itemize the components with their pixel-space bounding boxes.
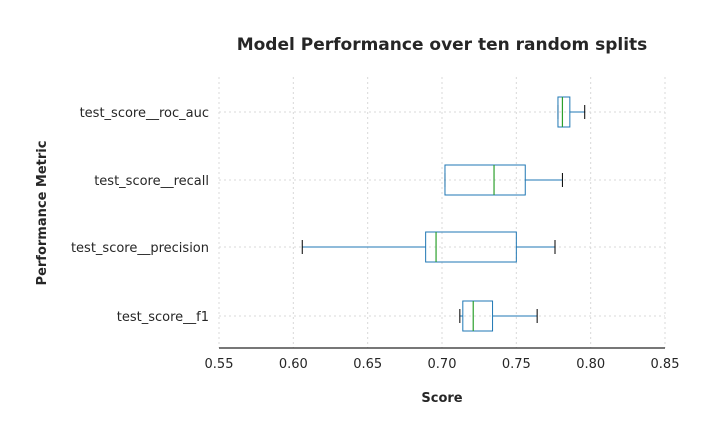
- y-tick-label: test_score__precision: [71, 241, 209, 256]
- x-tick-label: 0.70: [428, 357, 457, 372]
- grid: [218, 77, 666, 348]
- x-tick-label: 0.65: [353, 357, 382, 372]
- x-tick-label: 0.75: [502, 357, 531, 372]
- box-plot-test-score-f1: [459, 300, 538, 332]
- y-tick-label: test_score__recall: [94, 174, 209, 189]
- box-plot-test-score-roc-auc: [557, 96, 586, 128]
- iqr-box: [462, 300, 494, 332]
- x-tick-label: 0.55: [205, 357, 234, 372]
- x-tick-label: 0.80: [576, 357, 605, 372]
- y-tick-labels: test_score__roc_auc test_score__recalltes…: [71, 106, 209, 325]
- y-tick-label: test_score__f1: [117, 310, 209, 325]
- chart-title: Model Performance over ten random splits: [237, 35, 648, 55]
- y-axis-label: Performance Metric: [35, 141, 50, 286]
- iqr-box: [557, 96, 571, 128]
- y-tick-label: test_score__roc_auc: [80, 106, 209, 121]
- iqr-box: [444, 164, 526, 196]
- x-axis-label: Score: [421, 391, 462, 406]
- x-tick-label: 0.60: [279, 357, 308, 372]
- box-plots: [301, 96, 586, 332]
- box-plot-test-score-recall: [444, 164, 563, 196]
- iqr-box: [425, 231, 517, 263]
- x-tick-labels: 0.55 0.60 0.65 0.70 0.75 0.80 0.85: [205, 357, 680, 372]
- box-plot-test-score-precision: [301, 231, 556, 263]
- x-tick-label: 0.85: [651, 357, 680, 372]
